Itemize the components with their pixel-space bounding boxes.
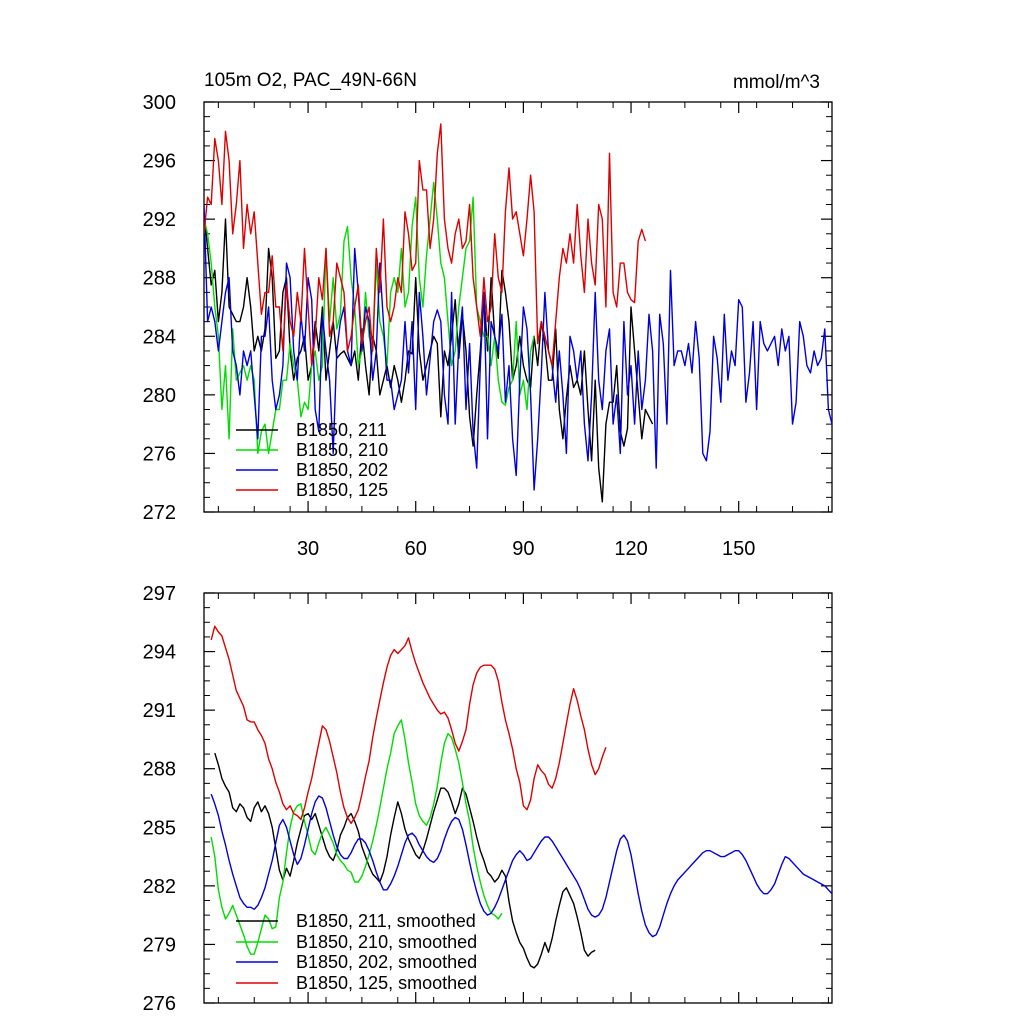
series-line-3	[204, 123, 647, 367]
series-line-2	[210, 793, 832, 938]
x-tick-label: 90	[512, 538, 534, 560]
chart-title: 105m O2, PAC_49N-66N	[204, 70, 417, 91]
x-tick-label: 60	[405, 538, 427, 560]
y-tick-label: 276	[143, 993, 176, 1015]
top-panel: 105m O2, PAC_49N-66N mmol/m^3 30 60 90 120 1…	[143, 70, 833, 560]
top-series-lines	[204, 123, 832, 503]
y-tick-label: 276	[143, 443, 176, 465]
y-tick-label: 288	[143, 268, 176, 290]
y-tick-label: 294	[143, 642, 176, 664]
y-tick-label: 279	[143, 934, 176, 956]
x-tick-label: 120	[614, 538, 647, 560]
y-tick-label: 300	[143, 92, 176, 114]
series-line-1	[204, 181, 535, 455]
y-tick-label: 272	[143, 502, 176, 524]
x-tick-label: 30	[297, 538, 319, 560]
top-axes: 30 60 90 120 150 272 276 280 284 288 292 296 300	[143, 92, 833, 560]
units-label: mmol/m^3	[733, 72, 820, 93]
legend-label: B1850, 202, smoothed	[296, 952, 477, 972]
y-tick-label: 292	[143, 209, 176, 231]
series-line-1	[210, 719, 503, 955]
series-line-3	[210, 625, 607, 825]
series-line-2	[204, 204, 832, 491]
y-tick-label: 296	[143, 151, 176, 173]
legend-label: B1850, 211	[296, 420, 387, 440]
bottom-series-lines	[210, 625, 832, 969]
y-tick-label: 285	[143, 817, 176, 839]
y-tick-label: 288	[143, 759, 176, 781]
y-tick-label: 297	[143, 583, 176, 605]
legend-label: B1850, 125	[296, 480, 388, 500]
y-tick-label: 291	[143, 700, 176, 722]
bottom-axes: 276 279 282 285 288 291 294 297	[143, 583, 833, 1015]
x-tick-label: 150	[722, 538, 755, 560]
legend-label: B1850, 125, smoothed	[296, 973, 477, 993]
legend-label: B1850, 210	[296, 440, 388, 460]
series-line-0	[204, 211, 654, 503]
y-tick-label: 280	[143, 385, 176, 407]
legend-label: B1850, 210, smoothed	[296, 932, 477, 952]
bottom-panel: 276 279 282 285 288 291 294 297 B1850, 211, smo…	[143, 583, 833, 1015]
series-line-0	[214, 752, 596, 969]
legend-label: B1850, 211, smoothed	[296, 911, 476, 931]
legend-label: B1850, 202	[296, 460, 388, 480]
y-tick-label: 282	[143, 876, 176, 898]
y-tick-label: 284	[143, 326, 176, 348]
